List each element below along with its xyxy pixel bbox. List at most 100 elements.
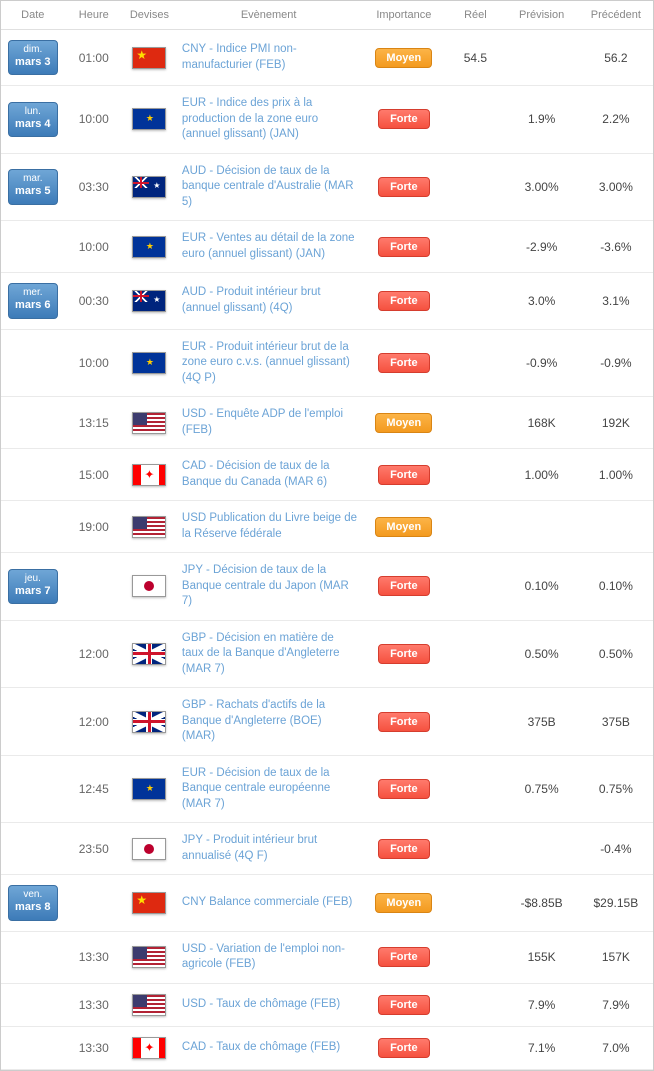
previous-cell: $29.15B	[579, 875, 653, 931]
date-day: mars 6	[9, 299, 57, 312]
currency-cell	[123, 983, 176, 1026]
date-cell	[1, 1026, 65, 1069]
date-cell: jeu.mars 7	[1, 553, 65, 621]
date-day: mars 4	[9, 118, 57, 131]
event-cell: JPY - Décision de taux de la Banque cent…	[176, 553, 362, 621]
event-cell: USD Publication du Livre beige de la Rés…	[176, 501, 362, 553]
date-badge[interactable]: mar.mars 5	[8, 169, 58, 204]
event-link[interactable]: AUD - Produit intérieur brut (annuel gli…	[182, 286, 321, 314]
time-cell: 23:50	[65, 823, 123, 875]
event-link[interactable]: JPY - Produit intérieur brut annualisé (…	[182, 834, 317, 862]
date-cell	[1, 688, 65, 756]
importance-cell: Forte	[361, 86, 446, 154]
date-day: mars 7	[9, 585, 57, 598]
event-link[interactable]: CAD - Taux de chômage (FEB)	[182, 1041, 340, 1053]
event-link[interactable]: USD - Taux de chômage (FEB)	[182, 998, 340, 1010]
date-cell	[1, 931, 65, 983]
currency-cell	[123, 931, 176, 983]
currency-cell	[123, 30, 176, 86]
event-cell: AUD - Produit intérieur brut (annuel gli…	[176, 273, 362, 329]
event-link[interactable]: CNY - Indice PMI non-manufacturier (FEB)	[182, 43, 297, 71]
date-cell: mar.mars 5	[1, 153, 65, 221]
event-link[interactable]: EUR - Ventes au détail de la zone euro (…	[182, 232, 355, 260]
currency-cell	[123, 153, 176, 221]
currency-cell	[123, 397, 176, 449]
event-link[interactable]: AUD - Décision de taux de la banque cent…	[182, 165, 354, 208]
real-cell	[446, 449, 504, 501]
currency-cell	[123, 755, 176, 823]
importance-cell: Forte	[361, 273, 446, 329]
cn-flag-icon	[132, 47, 166, 69]
us-flag-icon	[132, 994, 166, 1016]
event-link[interactable]: GBP - Décision en matière de taux de la …	[182, 632, 340, 675]
header-date: Date	[1, 1, 65, 30]
event-link[interactable]: EUR - Produit intérieur brut de la zone …	[182, 341, 350, 384]
date-badge[interactable]: mer.mars 6	[8, 283, 58, 318]
importance-cell: Moyen	[361, 397, 446, 449]
event-cell: CNY - Indice PMI non-manufacturier (FEB)	[176, 30, 362, 86]
real-cell	[446, 823, 504, 875]
gb-flag-icon	[132, 643, 166, 665]
importance-cell: Forte	[361, 755, 446, 823]
importance-cell: Forte	[361, 221, 446, 273]
previous-cell: 0.10%	[579, 553, 653, 621]
event-cell: EUR - Produit intérieur brut de la zone …	[176, 329, 362, 397]
event-cell: JPY - Produit intérieur brut annualisé (…	[176, 823, 362, 875]
date-badge[interactable]: ven.mars 8	[8, 885, 58, 920]
importance-badge-forte: Forte	[378, 839, 430, 859]
forecast-cell	[505, 823, 579, 875]
date-badge[interactable]: dim.mars 3	[8, 40, 58, 75]
event-cell: EUR - Indice des prix à la production de…	[176, 86, 362, 154]
time-cell: 13:15	[65, 397, 123, 449]
importance-badge-forte: Forte	[378, 177, 430, 197]
table-row: 23:50 JPY - Produit intérieur brut annual…	[1, 823, 653, 875]
forecast-cell: 0.10%	[505, 553, 579, 621]
currency-cell	[123, 86, 176, 154]
event-link[interactable]: EUR - Indice des prix à la production de…	[182, 97, 318, 140]
real-cell	[446, 501, 504, 553]
event-cell: EUR - Décision de taux de la Banque cent…	[176, 755, 362, 823]
table-row: 12:45EUR - Décision de taux de la Banque…	[1, 755, 653, 823]
importance-cell: Forte	[361, 153, 446, 221]
real-cell	[446, 153, 504, 221]
previous-cell: -3.6%	[579, 221, 653, 273]
previous-cell: 1.00%	[579, 449, 653, 501]
time-cell: 03:30	[65, 153, 123, 221]
date-cell	[1, 755, 65, 823]
table-row: 13:30CAD - Taux de chômage (FEB)Forte7.1…	[1, 1026, 653, 1069]
time-cell: 15:00	[65, 449, 123, 501]
currency-cell	[123, 823, 176, 875]
importance-badge-forte: Forte	[378, 712, 430, 732]
au-flag-icon	[132, 176, 166, 198]
forecast-cell: 7.9%	[505, 983, 579, 1026]
time-cell: 10:00	[65, 221, 123, 273]
event-link[interactable]: USD - Variation de l'emploi non-agricole…	[182, 943, 345, 971]
date-cell	[1, 823, 65, 875]
importance-badge-forte: Forte	[378, 947, 430, 967]
date-cell	[1, 620, 65, 688]
au-flag-icon	[132, 290, 166, 312]
importance-cell: Moyen	[361, 875, 446, 931]
date-badge[interactable]: jeu.mars 7	[8, 569, 58, 604]
importance-badge-moyen: Moyen	[375, 413, 432, 433]
event-link[interactable]: CNY Balance commerciale (FEB)	[182, 896, 352, 908]
importance-badge-forte: Forte	[378, 779, 430, 799]
event-link[interactable]: GBP - Rachats d'actifs de la Banque d'An…	[182, 699, 325, 742]
currency-cell	[123, 620, 176, 688]
table-row: 12:00GBP - Rachats d'actifs de la Banque…	[1, 688, 653, 756]
event-cell: EUR - Ventes au détail de la zone euro (…	[176, 221, 362, 273]
event-link[interactable]: CAD - Décision de taux de la Banque du C…	[182, 460, 330, 488]
event-cell: USD - Taux de chômage (FEB)	[176, 983, 362, 1026]
date-cell	[1, 983, 65, 1026]
event-link[interactable]: USD - Enquête ADP de l'emploi (FEB)	[182, 408, 343, 436]
eu-flag-icon	[132, 108, 166, 130]
date-badge[interactable]: lun.mars 4	[8, 102, 58, 137]
time-cell: 12:00	[65, 620, 123, 688]
importance-cell: Forte	[361, 931, 446, 983]
date-dow: mer.	[9, 287, 57, 299]
event-link[interactable]: JPY - Décision de taux de la Banque cent…	[182, 564, 349, 607]
event-link[interactable]: EUR - Décision de taux de la Banque cent…	[182, 767, 330, 810]
previous-cell	[579, 501, 653, 553]
event-link[interactable]: USD Publication du Livre beige de la Rés…	[182, 512, 357, 540]
importance-cell: Forte	[361, 983, 446, 1026]
